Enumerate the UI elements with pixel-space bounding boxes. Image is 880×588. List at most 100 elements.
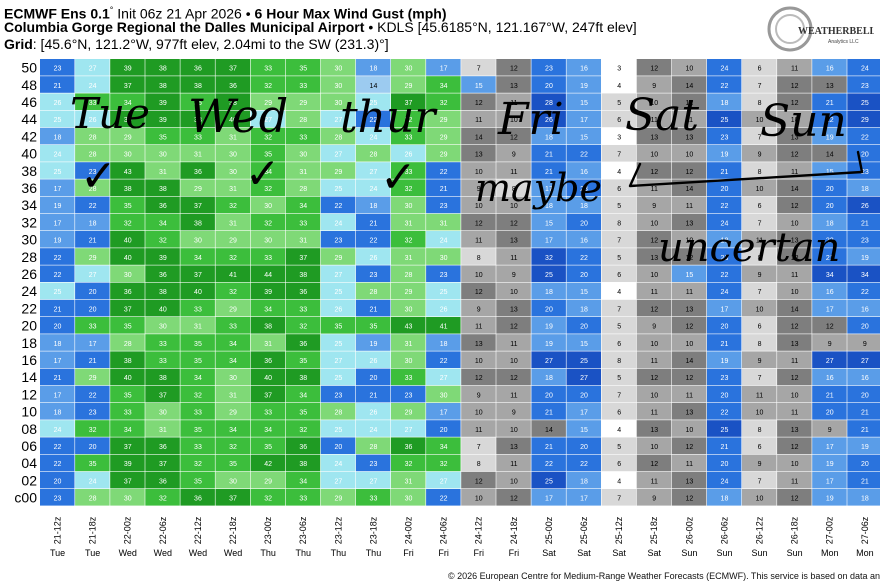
heatmap-cell xyxy=(426,265,461,282)
heatmap-cell-value: 31 xyxy=(405,341,413,348)
heatmap-cell xyxy=(847,454,880,472)
heatmap-cell-value: 15 xyxy=(475,83,483,90)
heatmap-cell-value: 30 xyxy=(159,152,167,159)
product-name: 6 Hour Max Wind Gust (mph) xyxy=(254,5,447,22)
heatmap-cell-value: 23 xyxy=(370,272,378,279)
x-tick-label: 25-00z xyxy=(544,516,554,544)
heatmap-cell-value: 14 xyxy=(545,427,553,434)
heatmap-cell-value: 20 xyxy=(89,444,97,451)
site-line: Columbia Gorge Regional the Dalles Munic… xyxy=(4,19,637,36)
heatmap-cell-value: 38 xyxy=(264,324,272,331)
heatmap-cell-value: 21 xyxy=(545,169,553,176)
heatmap-cell-value: 26 xyxy=(370,358,378,365)
heatmap-cell xyxy=(601,420,637,437)
heatmap-cell xyxy=(777,59,812,76)
heatmap-cell xyxy=(426,93,461,110)
heatmap-cell xyxy=(250,59,286,76)
heatmap-cell-value: 12 xyxy=(650,169,658,176)
heatmap-cell xyxy=(391,299,426,317)
heatmap-cell-value: 35 xyxy=(124,392,132,399)
heatmap-cell-value: 3 xyxy=(617,134,621,141)
heatmap-cell xyxy=(777,231,812,248)
heatmap-cell xyxy=(461,110,496,128)
heatmap-cell-value: 16 xyxy=(861,375,869,382)
heatmap-cell xyxy=(777,179,812,196)
heatmap-cell-value: 26 xyxy=(405,152,413,159)
heatmap-cell xyxy=(110,334,145,351)
heatmap-cell-value: 8 xyxy=(512,186,516,193)
heatmap-cell xyxy=(285,489,321,506)
heatmap-cell-value: 29 xyxy=(229,306,237,313)
heatmap-cell xyxy=(566,437,601,454)
heatmap-cell-value: 39 xyxy=(159,255,167,262)
heatmap-cell-value: 23 xyxy=(861,238,869,245)
heatmap-cell-value: 29 xyxy=(440,117,448,124)
heatmap-cell xyxy=(461,231,496,248)
heatmap-cell-value: 27 xyxy=(440,478,448,485)
heatmap-cell-value: 34 xyxy=(159,220,167,227)
heatmap-cell xyxy=(355,282,391,300)
heatmap-cell-value: 20 xyxy=(826,186,834,193)
heatmap-cell xyxy=(847,248,880,265)
heatmap-cell-value: 17 xyxy=(545,496,553,503)
heatmap-cell-value: 13 xyxy=(685,410,693,417)
heatmap-cell-value: 35 xyxy=(194,478,202,485)
x-tick-label: 24-12z xyxy=(474,516,484,544)
heatmap-cell xyxy=(145,454,180,472)
heatmap-cell xyxy=(285,93,321,110)
heatmap-cell-value: 33 xyxy=(299,496,307,503)
heatmap-cell xyxy=(847,179,880,196)
heatmap-cell-value: 13 xyxy=(650,134,658,141)
heatmap-cell-value: 39 xyxy=(124,66,132,73)
heatmap-cell xyxy=(40,196,75,214)
heatmap-cell xyxy=(671,231,707,248)
heatmap-cell-value: 21 xyxy=(826,100,834,107)
heatmap-cell xyxy=(742,213,777,231)
heatmap-cell xyxy=(215,76,250,93)
heatmap-cell-value: 28 xyxy=(334,410,342,417)
heatmap-cell-value: 31 xyxy=(229,134,237,141)
heatmap-cell xyxy=(531,93,566,110)
heatmap-cell-value: 32 xyxy=(229,203,237,210)
heatmap-cell xyxy=(601,162,637,179)
day-label: Tue xyxy=(50,548,65,558)
heatmap-cell xyxy=(706,145,742,162)
heatmap-cell-value: 30 xyxy=(229,375,237,382)
heatmap-cell-value: 8 xyxy=(477,255,481,262)
heatmap-cell xyxy=(847,93,880,110)
heatmap-cell xyxy=(75,368,110,386)
heatmap-cell-value: 8 xyxy=(477,461,481,468)
heatmap-cell xyxy=(355,420,391,437)
wind-gust-heatmap: 2321262518242517191719222225212018172117… xyxy=(14,59,880,558)
heatmap-cell xyxy=(355,368,391,386)
heatmap-cell-value: 22 xyxy=(54,461,62,468)
heatmap-cell xyxy=(496,59,531,76)
heatmap-cell xyxy=(636,403,672,420)
heatmap-cell xyxy=(531,351,566,368)
heatmap-cell xyxy=(601,248,637,265)
heatmap-cell xyxy=(706,196,742,214)
heatmap-cell xyxy=(250,110,286,128)
heatmap-cell-value: 31 xyxy=(405,220,413,227)
heatmap-cell-value: 17 xyxy=(826,478,834,485)
heatmap-cell-value: 32 xyxy=(194,392,202,399)
heatmap-cell xyxy=(847,76,880,93)
heatmap-cell-value: 38 xyxy=(299,461,307,468)
heatmap-cell xyxy=(355,231,391,248)
heatmap-cell-value: 37 xyxy=(124,83,132,90)
heatmap-cell-value: 22 xyxy=(370,238,378,245)
heatmap-cell xyxy=(180,454,215,472)
heatmap-cell-value: 8 xyxy=(617,220,621,227)
heatmap-cell-value: 13 xyxy=(510,83,518,90)
heatmap-cell-value: 10 xyxy=(791,392,799,399)
heatmap-cell xyxy=(706,93,742,110)
x-tick-label: 22-12z xyxy=(193,516,203,544)
heatmap-cell xyxy=(706,248,742,265)
heatmap-cell xyxy=(75,145,110,162)
heatmap-cell-value: 6 xyxy=(758,324,762,331)
heatmap-cell-value: 25 xyxy=(721,117,729,124)
heatmap-cell-value: 33 xyxy=(194,306,202,313)
heatmap-cell-value: 15 xyxy=(685,272,693,279)
heatmap-cell-value: 18 xyxy=(721,496,729,503)
heatmap-cell-value: 20 xyxy=(54,324,62,331)
